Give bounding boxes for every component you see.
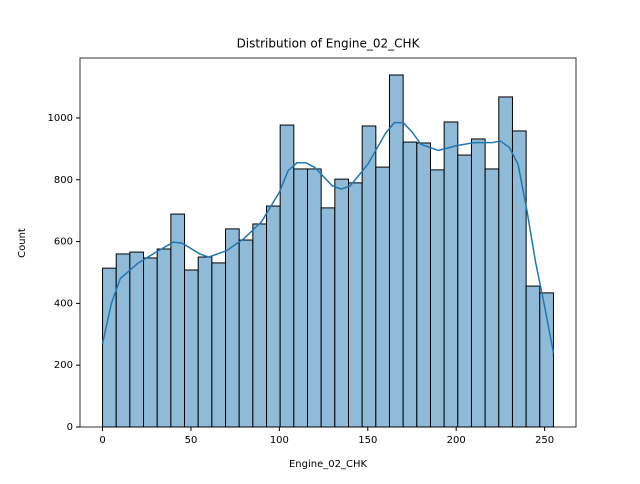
bar xyxy=(498,96,513,428)
x-tick-label: 200 xyxy=(447,435,466,446)
bar xyxy=(429,169,445,428)
bar xyxy=(225,228,240,428)
plot-frame xyxy=(79,57,577,428)
bar xyxy=(102,267,117,428)
bar xyxy=(443,121,459,428)
bar xyxy=(361,125,377,428)
bar xyxy=(375,166,390,428)
bar xyxy=(156,248,172,428)
bar xyxy=(470,138,486,428)
chart-title: Distribution of Engine_02_CHK xyxy=(237,37,421,51)
bar xyxy=(416,142,431,428)
bar xyxy=(279,124,295,428)
bar xyxy=(184,269,199,428)
x-tick-label: 250 xyxy=(535,435,554,446)
x-tick-label: 0 xyxy=(99,435,105,446)
bar xyxy=(484,168,500,428)
bar xyxy=(457,154,472,428)
bar xyxy=(211,262,227,428)
bar xyxy=(320,207,336,428)
y-tick-label: 800 xyxy=(54,175,73,186)
y-tick-label: 0 xyxy=(67,422,73,433)
bar xyxy=(115,253,131,428)
bar xyxy=(334,178,349,428)
bar xyxy=(388,74,404,428)
kde-line xyxy=(101,121,555,353)
bar xyxy=(197,256,213,428)
y-tick-label: 1000 xyxy=(48,113,73,124)
y-axis-label: Count xyxy=(17,228,28,258)
y-tick-label: 400 xyxy=(54,298,73,309)
x-tick-label: 150 xyxy=(358,435,377,446)
bar xyxy=(170,213,186,428)
bar xyxy=(129,251,145,428)
x-tick-label: 100 xyxy=(270,435,289,446)
bar xyxy=(307,168,322,428)
y-tick-label: 200 xyxy=(54,360,73,371)
bar xyxy=(266,205,281,428)
bar xyxy=(252,223,268,428)
y-tick-label: 600 xyxy=(54,237,73,248)
bar xyxy=(525,285,541,428)
bar xyxy=(402,141,418,428)
bar xyxy=(143,257,158,428)
bar xyxy=(238,239,254,428)
x-axis-label: Engine_02_CHK xyxy=(289,459,367,470)
bar xyxy=(511,130,527,428)
bar xyxy=(293,168,309,428)
x-tick-label: 50 xyxy=(185,435,198,446)
bar xyxy=(347,182,363,428)
